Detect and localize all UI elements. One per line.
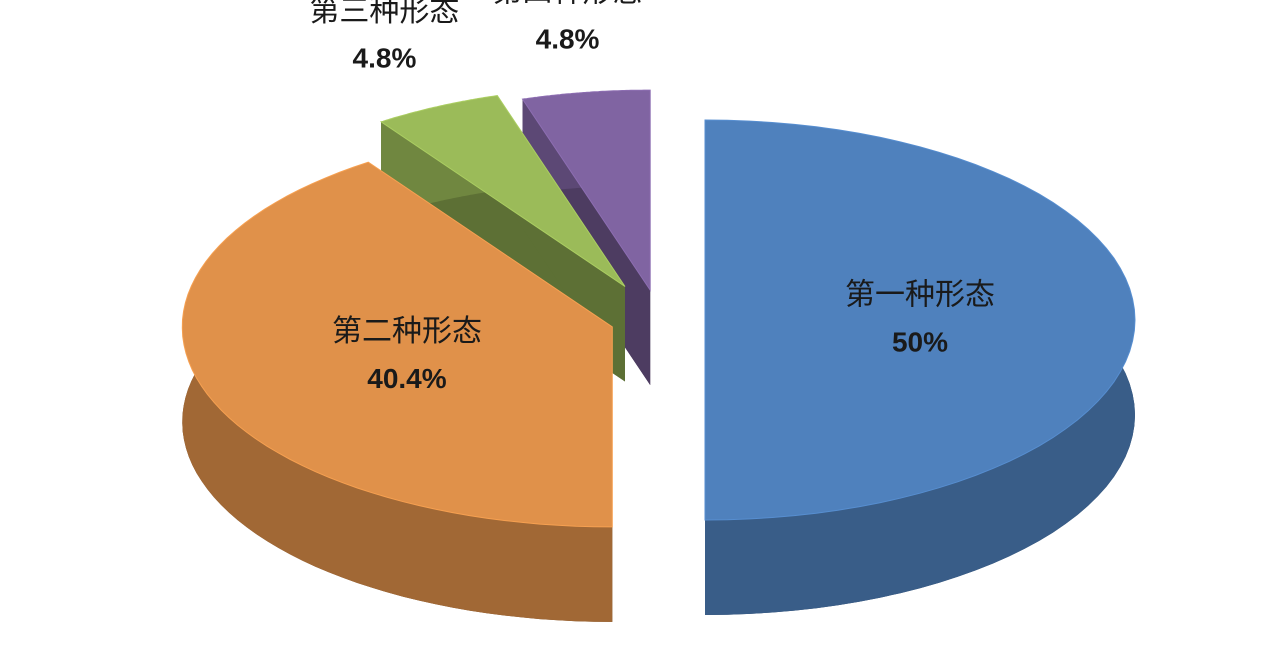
slice-top [181,161,613,528]
value-label: 50% [892,326,948,357]
slice-label: 第一种形态 [845,278,995,313]
value-label: 4.8% [353,43,417,74]
value-label: 40.4% [367,363,446,394]
slice-top [379,95,626,287]
slice-label: 第四种形态 [493,0,643,10]
slice-top [521,89,651,292]
slice-label: 第三种形态 [309,0,459,29]
value-label: 4.8% [536,23,600,54]
slice [704,119,1136,615]
slice-label: 第二种形态 [332,314,482,349]
slice-top [704,119,1136,521]
slice [181,161,613,622]
